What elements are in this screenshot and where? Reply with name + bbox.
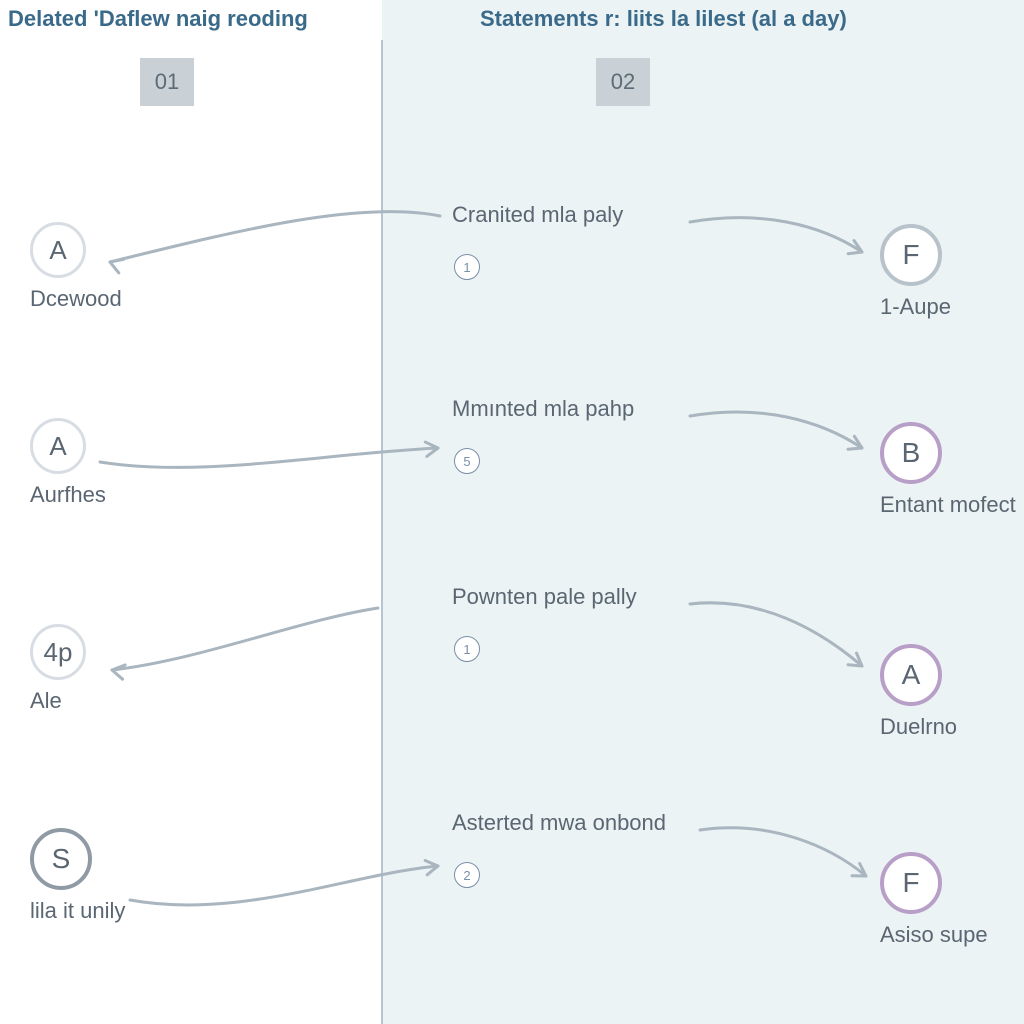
- left-item-0-label: Dcewood: [30, 286, 122, 312]
- right-row-3-step-icon: 2: [454, 862, 480, 888]
- right-row-2-title: Pownten pale pally: [452, 584, 637, 610]
- right-target-3-circle: F: [880, 852, 942, 914]
- left-item-0-circle: A: [30, 222, 86, 278]
- right-row-1-step-icon: 5: [454, 448, 480, 474]
- left-item-1-circle: A: [30, 418, 86, 474]
- left-item-0-node: A Dcewood: [30, 222, 122, 312]
- left-column-header: Delated 'Daflew naig reoding: [8, 6, 308, 32]
- left-item-2-node: 4p Ale: [30, 624, 86, 714]
- left-item-3-label: lila it unily: [30, 898, 125, 924]
- panel-divider: [381, 40, 383, 1024]
- right-target-3-label: Asiso supe: [880, 922, 988, 948]
- left-item-1-label: Aurfhes: [30, 482, 106, 508]
- right-row-1-title: Mmınted mla pahp: [452, 396, 634, 422]
- left-item-1-node: A Aurfhes: [30, 418, 106, 508]
- right-target-3-node: F Asiso supe: [880, 852, 988, 948]
- right-target-2-node: A Duelrno: [880, 644, 957, 740]
- right-row-3-title: Asterted mwa onbond: [452, 810, 666, 836]
- right-target-0-node: F 1-Aupe: [880, 224, 951, 320]
- right-target-1-label: Entant mofect: [880, 492, 1016, 518]
- right-column-header: Statements r: liits la lilest (al a day): [480, 6, 847, 32]
- left-item-3-node: Slila it unily: [30, 828, 125, 924]
- right-row-0-title: Cranited mla paly: [452, 202, 623, 228]
- right-row-2-step-icon: 1: [454, 636, 480, 662]
- right-target-1-circle: B: [880, 422, 942, 484]
- right-column-badge: 02: [596, 58, 650, 106]
- left-item-2-circle: 4p: [30, 624, 86, 680]
- right-row-0-step-icon: 1: [454, 254, 480, 280]
- right-target-0-circle: F: [880, 224, 942, 286]
- left-item-2-label: Ale: [30, 688, 86, 714]
- right-target-2-circle: A: [880, 644, 942, 706]
- right-target-1-node: B Entant mofect: [880, 422, 1016, 518]
- right-target-2-label: Duelrno: [880, 714, 957, 740]
- left-column-badge: 01: [140, 58, 194, 106]
- left-item-3-circle: S: [30, 828, 92, 890]
- right-target-0-label: 1-Aupe: [880, 294, 951, 320]
